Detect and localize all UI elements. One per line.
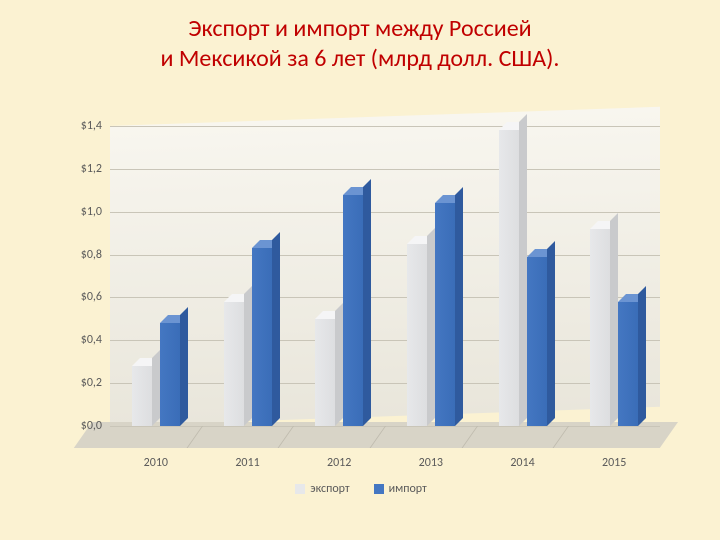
y-tick-label: $1,4 (81, 119, 102, 133)
chart-container: $0,0 $0,2 $0,4 $0,6 $0,8 $1,0 $1,2 $1,4 2010 2011… (46, 106, 676, 496)
chart-title: Экспорт и импорт между Россией и Мексико… (0, 0, 720, 80)
bar-импорт (160, 323, 180, 426)
y-tick-label: $0,4 (81, 333, 102, 347)
y-tick-label: $0,2 (81, 376, 102, 390)
bar-экспорт (132, 366, 152, 426)
legend-label: экспорт (310, 482, 349, 496)
bar-импорт (435, 203, 455, 426)
legend-swatch (374, 484, 384, 494)
legend-item: экспорт (295, 482, 349, 496)
plot-area: $0,0$0,2$0,4$0,6$0,8$1,0$1,2$1,420102011… (110, 126, 660, 426)
bar-экспорт (224, 302, 244, 426)
x-tick-label: 2015 (602, 456, 626, 470)
x-tick-label: 2014 (510, 456, 534, 470)
back-wall (110, 107, 660, 426)
y-tick-label: $1,0 (81, 205, 102, 219)
grid-line (110, 340, 660, 341)
bar-экспорт (407, 244, 427, 426)
bar-импорт (343, 195, 363, 426)
bar-импорт (252, 248, 272, 426)
bar-импорт (618, 302, 638, 426)
x-tick-label: 2012 (327, 456, 351, 470)
bar-импорт (527, 257, 547, 426)
legend-label: импорт (389, 482, 427, 496)
grid-line (110, 126, 660, 127)
grid-line (110, 212, 660, 213)
y-tick-label: $0,0 (81, 419, 102, 433)
x-tick-label: 2013 (419, 456, 443, 470)
x-tick-label: 2010 (144, 456, 168, 470)
y-tick-label: $1,2 (81, 162, 102, 176)
legend-swatch (295, 484, 305, 494)
legend: экспорт импорт (46, 482, 676, 496)
y-tick-label: $0,8 (81, 248, 102, 262)
title-line-1: Экспорт и импорт между Россией (188, 14, 531, 43)
x-tick-label: 2011 (235, 456, 259, 470)
title-line-2: и Мексикой за 6 лет (млрд долл. США). (161, 44, 560, 73)
grid-line (110, 255, 660, 256)
legend-item: импорт (374, 482, 427, 496)
bar-экспорт (499, 130, 519, 426)
grid-line (110, 169, 660, 170)
grid-line (110, 297, 660, 298)
bar-экспорт (590, 229, 610, 426)
y-tick-label: $0,6 (81, 290, 102, 304)
grid-line (110, 383, 660, 384)
bar-экспорт (315, 319, 335, 426)
